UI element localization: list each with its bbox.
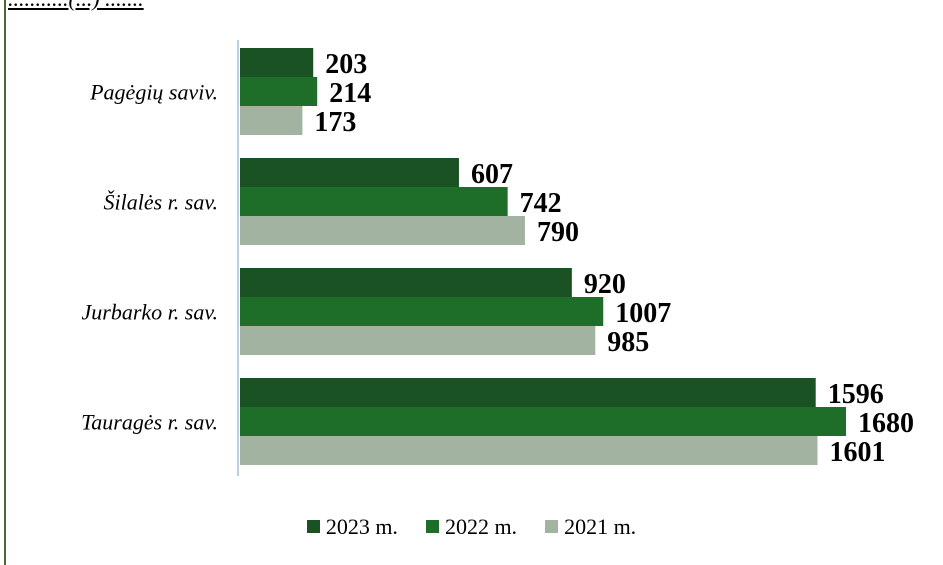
chart-title: ...........(...) ....... [8,0,144,12]
bar [240,436,818,465]
bar [240,77,318,106]
bar [240,297,604,326]
frame-border [4,0,6,565]
category-label: Pagėgių saviv. [89,80,218,105]
data-label: 1007 [615,298,671,329]
data-label: 1680 [858,408,914,439]
data-label: 920 [584,269,626,300]
legend-swatch [425,520,439,533]
legend-item: 2021 m. [545,514,636,540]
category-label: Šilalės r. sav. [104,190,218,215]
data-label: 203 [325,49,367,80]
legend-label: 2021 m. [564,513,637,539]
data-label: 742 [520,188,562,219]
bar [240,407,846,436]
category-label: Tauragės r. sav. [81,410,218,435]
data-label: 1596 [828,379,884,410]
data-label: 1601 [830,437,886,468]
data-label: 985 [607,327,649,358]
legend-swatch [306,520,320,533]
data-label: 173 [314,107,356,138]
bar [240,106,303,135]
bar [240,158,459,187]
legend-swatch [545,520,559,533]
data-label: 790 [537,217,579,248]
legend-item: 2022 m. [425,513,518,540]
bar [240,378,816,407]
data-label: 214 [329,78,371,109]
legend-label: 2023 m. [325,513,398,539]
legend: 2023 m. 2022 m. 2021 m. [0,513,943,540]
legend-item: 2023 m. [306,513,398,540]
legend-label: 2022 m. [444,513,518,539]
category-label: Jurbarko r. sav. [82,300,218,325]
bar [240,48,314,77]
bar [240,187,508,216]
bar [240,326,596,355]
data-label: 607 [471,159,513,190]
bar [240,268,572,297]
bar [240,216,525,245]
